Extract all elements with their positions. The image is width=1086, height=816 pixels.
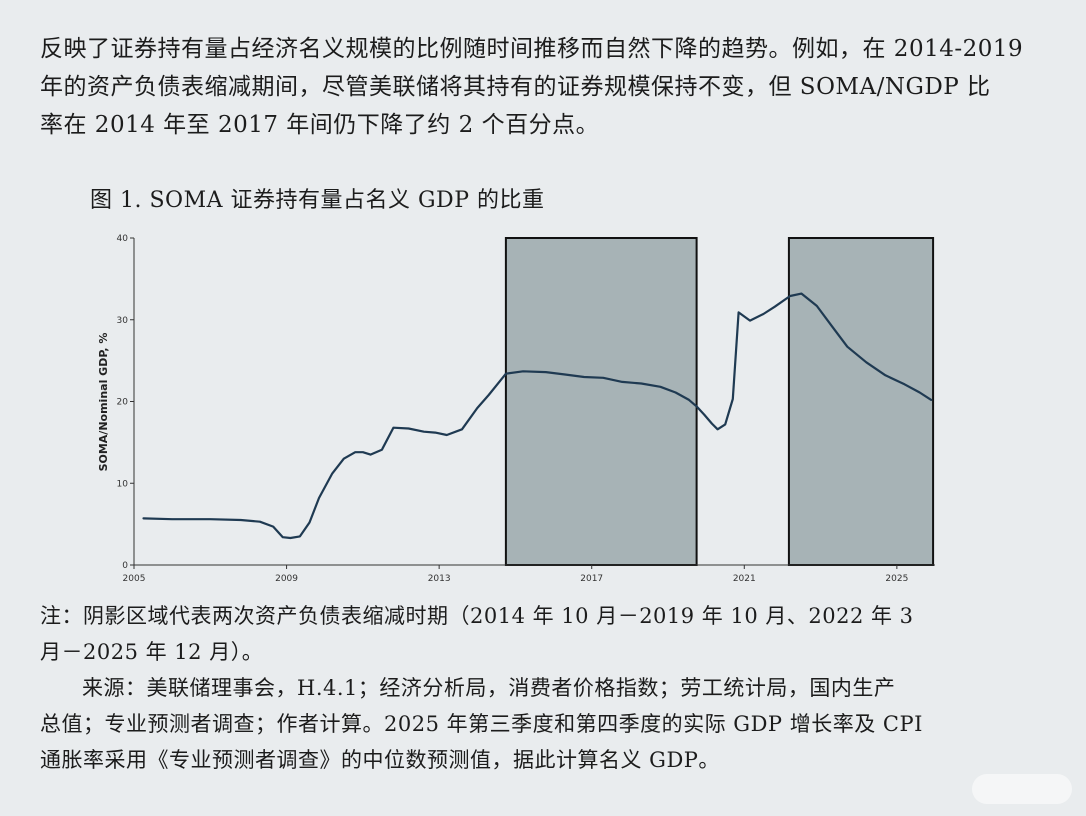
y-tick-label-20: 20 <box>117 398 129 408</box>
x-tick-label-2005: 2005 <box>123 574 146 584</box>
series-line <box>142 292 933 540</box>
intro-line-3: 率在 2014 年至 2017 年间仍下降了约 2 个百分点。 <box>40 112 600 138</box>
shaded-periods <box>504 237 935 566</box>
note-line-1: 注：阴影区域代表两次资产负债表缩减时期（2014 年 10 月－2019 年 1… <box>40 604 914 628</box>
source-line-3: 通胀率采用《专业预测者调查》的中位数预测值，据此计算名义 GDP。 <box>40 748 720 772</box>
chart-ticks: 0 10 20 30 40 2005 2009 2013 2017 2021 2025 <box>117 234 909 584</box>
y-tick-label-40: 40 <box>117 234 129 244</box>
watermark-badge <box>972 774 1072 804</box>
intro-line-2: 年的资产负债表缩减期间，尽管美联储将其持有的证券规模保持不变，但 SOMA/NG… <box>40 74 991 100</box>
source-line-2: 总值；专业预测者调查；作者计算。2025 年第三季度和第四季度的实际 GDP 增… <box>40 712 923 736</box>
x-tick-label-2013: 2013 <box>428 574 451 584</box>
x-tick-label-2021: 2021 <box>733 574 756 584</box>
intro-paragraph: 反映了证券持有量占经济名义规模的比例随时间推移而自然下降的趋势。例如，在 201… <box>40 30 1050 144</box>
source-line-1: 来源：美联储理事会，H.4.1；经济分析局，消费者价格指数；劳工统计局，国内生产 <box>82 676 896 700</box>
intro-line-1: 反映了证券持有量占经济名义规模的比例随时间推移而自然下降的趋势。例如，在 201… <box>40 36 1024 62</box>
x-tick-label-2017: 2017 <box>580 574 603 584</box>
y-axis-label: SOMA/Nominal GDP, % <box>97 333 110 472</box>
x-tick-label-2025: 2025 <box>885 574 908 584</box>
y-tick-label-30: 30 <box>117 316 129 326</box>
shaded-period-2 <box>787 237 935 566</box>
x-tick-label-2009: 2009 <box>275 574 298 584</box>
y-tick-label-0: 0 <box>122 561 128 571</box>
y-tick-label-10: 10 <box>117 479 129 489</box>
note-line-2: 月－2025 年 12 月）。 <box>40 640 264 664</box>
shaded-period-1 <box>504 237 698 566</box>
figure-title: 图 1. SOMA 证券持有量占名义 GDP 的比重 <box>90 188 545 213</box>
figure-note: 注：阴影区域代表两次资产负债表缩减时期（2014 年 10 月－2019 年 1… <box>40 598 1050 778</box>
